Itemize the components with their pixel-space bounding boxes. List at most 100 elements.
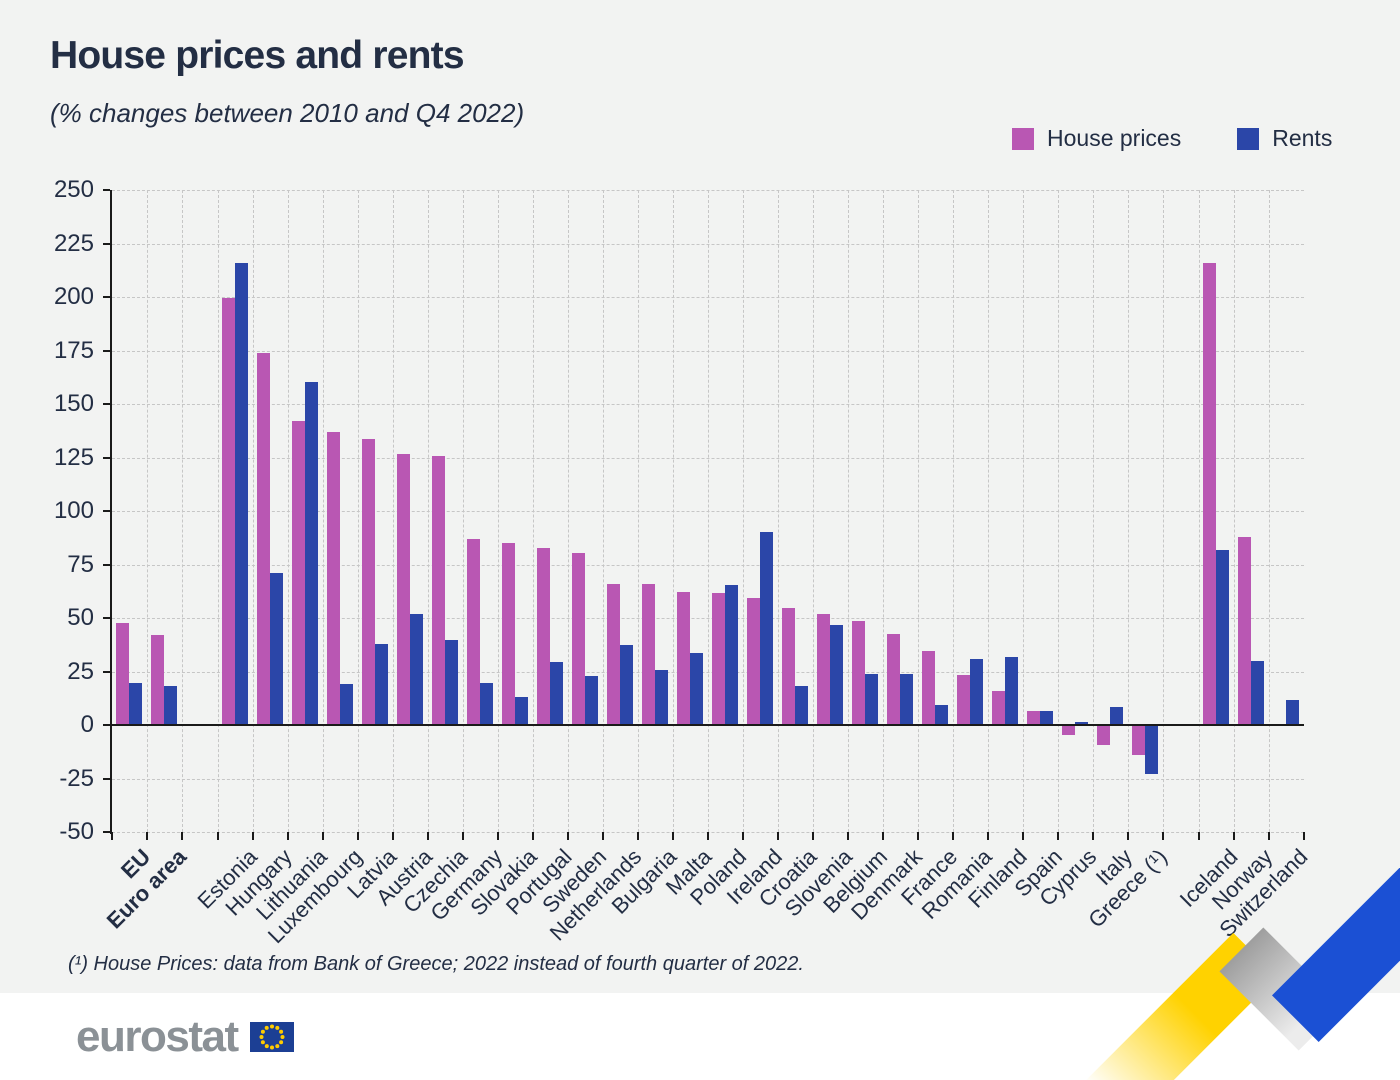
gridline-x-2: [182, 190, 183, 832]
x-axis-tick-30: [1162, 832, 1164, 840]
bar-house-prices-iceland: [1203, 262, 1216, 725]
bar-rents-croatia: [795, 686, 808, 725]
y-axis-tick-125: [103, 456, 110, 459]
bar-rents-czechia: [445, 640, 458, 725]
bar-house-prices-hungary: [257, 352, 270, 725]
x-axis-tick-27: [1057, 832, 1059, 840]
bar-rents-luxembourg: [340, 684, 353, 725]
x-axis-tick-32: [1233, 832, 1235, 840]
y-axis-tick-175: [103, 349, 110, 352]
bar-rents-germany: [480, 683, 493, 725]
x-axis-tick-16: [672, 832, 674, 840]
bar-house-prices-latvia: [362, 439, 375, 725]
x-axis-tick-3: [217, 832, 219, 840]
footnote: (¹) House Prices: data from Bank of Gree…: [68, 953, 804, 975]
y-axis-tick-50: [103, 617, 110, 619]
page-title: House prices and rents: [50, 34, 465, 77]
bar-rents-netherlands: [620, 644, 633, 725]
x-axis-tick-1: [146, 832, 148, 840]
y-axis-tick--50: [103, 831, 110, 833]
legend-item-rents: Rents: [1237, 125, 1332, 152]
y-axis-label-100: 100: [53, 497, 94, 524]
gridline-x-29: [1128, 190, 1129, 832]
gridline-x-9: [428, 190, 429, 832]
x-axis-tick-29: [1127, 832, 1129, 840]
x-axis-zero-line: [112, 724, 1304, 726]
x-axis-tick-19: [777, 832, 779, 840]
x-axis-tick-13: [567, 832, 569, 840]
gridline-x-28: [1093, 190, 1094, 832]
eurostat-logo-text: eurostat: [76, 1012, 239, 1061]
x-axis-tick-20: [812, 832, 814, 840]
x-axis-tick-25: [987, 832, 989, 840]
y-axis-tick-25: [103, 670, 110, 673]
gridline-x-8: [393, 190, 394, 832]
bar-rents-lithuania: [305, 381, 318, 725]
x-axis-tick-0: [111, 832, 113, 840]
bar-rents-slovakia: [515, 697, 528, 725]
bar-rents-belgium: [865, 673, 878, 725]
bar-rents-euro-area: [164, 686, 177, 725]
bar-rents-malta: [690, 653, 703, 725]
gridline-x-13: [568, 190, 569, 832]
bar-rents-iceland: [1216, 549, 1229, 725]
bar-rents-italy: [1110, 706, 1123, 725]
x-axis-tick-8: [392, 832, 394, 840]
house-prices-swatch-icon: [1012, 127, 1034, 150]
bar-house-prices-estonia: [222, 298, 235, 725]
decorative-ribbon: [1080, 868, 1400, 1080]
gridline-x-30: [1163, 190, 1164, 832]
x-axis-tick-7: [357, 832, 359, 840]
bar-rents-portugal: [550, 661, 563, 725]
gridline-x-31: [1199, 190, 1200, 832]
bar-house-prices-germany: [467, 538, 480, 725]
y-axis-label-125: 125: [53, 443, 94, 471]
bar-rents-switzerland: [1286, 700, 1299, 725]
bar-rents-romania: [970, 658, 983, 725]
x-axis-tick-4: [252, 832, 254, 840]
bar-house-prices-greece: [1132, 725, 1145, 755]
gridline-x-20: [813, 190, 814, 832]
bar-rents-eu: [129, 683, 142, 725]
plot-area: 250 225 200 175 150 125 100 75 50 25 0 -25 -50 EU Euro…: [54, 176, 1313, 948]
gridline-x-6: [323, 190, 324, 832]
bar-house-prices-austria: [397, 454, 410, 725]
bar-house-prices-eu: [116, 623, 129, 725]
x-axis-tick-11: [497, 832, 499, 840]
bar-rents-bulgaria: [655, 670, 668, 725]
gridline-x-22: [883, 190, 884, 832]
gridline-x-11: [498, 190, 499, 832]
y-axis-tick-200: [103, 296, 110, 298]
y-axis-label-0: 0: [80, 711, 94, 738]
bar-house-prices-romania: [957, 674, 970, 725]
bar-house-prices-poland: [712, 593, 725, 725]
bar-rents-greece: [1145, 725, 1158, 775]
gridline-x-10: [463, 190, 464, 832]
gridline-x-32: [1234, 190, 1235, 832]
bar-rents-ireland: [760, 532, 773, 725]
page-subtitle: (% changes between 2010 and Q4 2022): [50, 98, 525, 128]
y-axis-tick-150: [103, 403, 110, 405]
bar-house-prices-spain: [1027, 711, 1040, 725]
bar-house-prices-euro-area: [151, 635, 164, 725]
y-axis-label-250: 250: [53, 176, 94, 203]
y-axis-label--50: -50: [59, 818, 94, 845]
bar-house-prices-croatia: [782, 608, 795, 725]
bar-house-prices-bulgaria: [642, 583, 655, 725]
bar-house-prices-denmark: [887, 634, 900, 725]
bar-rents-austria: [410, 613, 423, 725]
gridline-x-21: [848, 190, 849, 832]
bar-house-prices-italy: [1097, 725, 1110, 746]
y-axis-tick-75: [103, 563, 110, 566]
gridline-x-16: [673, 190, 674, 832]
y-axis-tick-0: [103, 724, 110, 726]
bar-house-prices-netherlands: [607, 583, 620, 725]
bar-house-prices-slovakia: [502, 543, 515, 725]
bar-house-prices-belgium: [852, 621, 865, 725]
gridline-x-14: [603, 190, 604, 832]
y-axis-label-25: 25: [67, 657, 94, 685]
bar-rents-france: [935, 704, 948, 725]
gridline-x-12: [533, 190, 534, 832]
bar-rents-sweden: [585, 675, 598, 725]
x-axis-tick-5: [287, 832, 289, 840]
